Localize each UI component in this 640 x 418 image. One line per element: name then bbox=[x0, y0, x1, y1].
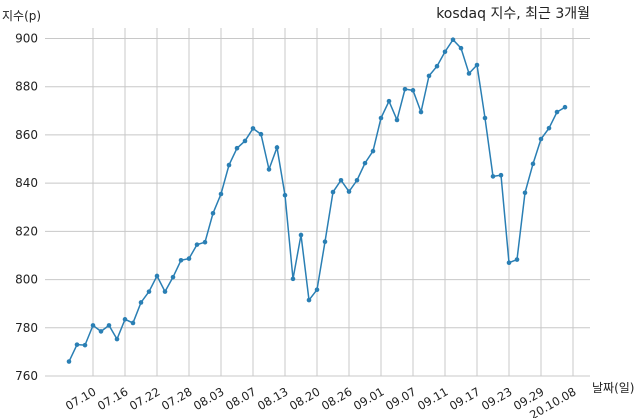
data-point bbox=[498, 172, 504, 178]
data-point bbox=[330, 189, 336, 195]
data-point bbox=[106, 323, 112, 328]
data-point bbox=[210, 210, 216, 216]
data-point bbox=[194, 242, 200, 247]
chart-title: kosdaq 지수, 최근 3개월 bbox=[436, 6, 590, 22]
data-point bbox=[530, 161, 536, 167]
data-point bbox=[202, 239, 208, 245]
y-axis-label: 지수(p) bbox=[2, 9, 41, 23]
data-point bbox=[114, 336, 120, 342]
data-point bbox=[242, 138, 248, 144]
x-tick-label: 08.20 bbox=[287, 384, 323, 413]
x-tick-label: 07.16 bbox=[95, 384, 131, 413]
data-point bbox=[226, 162, 232, 168]
x-tick-label: 09.01 bbox=[351, 384, 387, 413]
data-point bbox=[434, 63, 440, 69]
y-tick-label: 800 bbox=[15, 273, 38, 287]
data-point bbox=[298, 232, 304, 238]
data-point bbox=[402, 86, 408, 92]
data-point bbox=[474, 62, 480, 68]
y-tick-label: 760 bbox=[15, 369, 38, 383]
data-point bbox=[410, 88, 416, 93]
y-tick-label: 820 bbox=[15, 224, 38, 238]
y-tick-label: 780 bbox=[15, 321, 38, 335]
data-point bbox=[418, 109, 424, 115]
data-point bbox=[274, 145, 280, 150]
data-point bbox=[546, 125, 552, 131]
data-point bbox=[450, 37, 456, 43]
x-axis-ticks: 07.1007.1607.2207.2808.0308.0708.1308.20… bbox=[63, 384, 579, 418]
data-point bbox=[90, 323, 96, 328]
x-tick-label: 08.07 bbox=[223, 384, 259, 413]
data-point bbox=[538, 136, 544, 142]
data-point bbox=[362, 160, 368, 166]
data-point bbox=[130, 320, 136, 326]
series-layer bbox=[66, 37, 568, 364]
data-point bbox=[122, 317, 128, 322]
x-tick-label: 08.13 bbox=[255, 384, 291, 413]
data-point bbox=[170, 274, 176, 280]
x-axis-label: 날짜(일) bbox=[592, 381, 634, 395]
data-point bbox=[378, 115, 384, 121]
data-point bbox=[306, 297, 312, 303]
data-point bbox=[98, 329, 104, 334]
data-point bbox=[66, 359, 72, 364]
data-point bbox=[562, 104, 568, 110]
data-point bbox=[426, 73, 432, 79]
data-point bbox=[146, 289, 152, 294]
data-point bbox=[178, 257, 184, 263]
data-point bbox=[322, 239, 328, 245]
data-point bbox=[282, 192, 288, 198]
x-tick-label: 07.28 bbox=[159, 384, 195, 413]
data-point bbox=[250, 126, 256, 131]
data-point bbox=[514, 257, 520, 262]
data-point bbox=[138, 300, 144, 305]
y-tick-label: 840 bbox=[15, 176, 38, 190]
data-point bbox=[82, 342, 88, 348]
data-point bbox=[154, 273, 160, 279]
y-tick-label: 900 bbox=[15, 32, 38, 46]
x-tick-label: 09.07 bbox=[383, 384, 419, 413]
x-tick-label: 08.03 bbox=[191, 384, 227, 413]
data-point bbox=[186, 256, 192, 261]
grid bbox=[45, 28, 590, 377]
x-tick-label: 08.26 bbox=[319, 384, 355, 413]
data-point bbox=[458, 45, 464, 51]
x-tick-label: 07.22 bbox=[127, 384, 163, 413]
y-axis-ticks: 760 780 800 820 840 860 880 900 bbox=[15, 32, 38, 384]
data-point bbox=[466, 71, 472, 76]
x-tick-label: 09.11 bbox=[415, 384, 451, 413]
data-point bbox=[346, 189, 352, 194]
data-point bbox=[522, 190, 528, 196]
data-point bbox=[442, 49, 448, 55]
data-point bbox=[386, 98, 392, 104]
data-point bbox=[74, 342, 80, 347]
data-point bbox=[258, 131, 264, 137]
x-tick-label: 07.10 bbox=[63, 384, 99, 413]
data-point bbox=[354, 177, 360, 183]
data-point bbox=[482, 115, 488, 121]
data-point bbox=[370, 148, 376, 154]
data-point bbox=[506, 260, 512, 265]
data-point bbox=[338, 177, 344, 183]
data-point bbox=[290, 276, 296, 282]
data-point bbox=[218, 191, 224, 197]
x-tick-label: 09.17 bbox=[447, 384, 483, 413]
data-point bbox=[266, 167, 272, 172]
y-tick-label: 880 bbox=[15, 80, 38, 94]
data-point bbox=[314, 287, 320, 292]
data-point bbox=[162, 289, 168, 294]
y-tick-label: 860 bbox=[15, 128, 38, 142]
data-point bbox=[554, 109, 560, 115]
data-point bbox=[490, 174, 496, 179]
data-point bbox=[394, 117, 400, 123]
x-tick-label: 09.23 bbox=[479, 384, 515, 413]
data-point bbox=[234, 145, 240, 151]
